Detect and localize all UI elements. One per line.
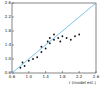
x-tick — [45, 71, 46, 73]
reference-line — [12, 3, 96, 73]
y-tick-label: 0.6 — [5, 70, 12, 75]
scatter-point — [47, 41, 49, 43]
scatter-point — [49, 42, 51, 44]
y-tick — [12, 17, 14, 18]
x-tick-label: 1.0 — [26, 74, 33, 79]
chart: 0.61.01.41.82.22.60.61.01.41.82.22.6r (m… — [0, 0, 100, 86]
chart-root: 0.61.01.41.82.22.60.61.01.41.82.22.6r (m… — [0, 0, 100, 86]
scatter-point — [41, 46, 43, 48]
x-tick-label: 1.4 — [42, 74, 49, 79]
scatter-point — [59, 41, 61, 43]
scatter-point — [36, 56, 38, 58]
x-tick-label: 1.8 — [59, 74, 66, 79]
scatter-point — [24, 65, 26, 67]
scatter-point — [20, 67, 22, 69]
y-tick-label: 1.4 — [5, 42, 12, 47]
x-tick — [96, 71, 97, 73]
scatter-point — [70, 39, 72, 41]
scatter-point — [32, 58, 34, 60]
scatter-point — [57, 37, 59, 39]
y-tick-label: 1.0 — [5, 56, 12, 61]
y-tick-label: 2.2 — [5, 14, 12, 19]
scatter-point — [41, 51, 43, 53]
y-tick — [12, 45, 14, 46]
y-tick-label: 1.8 — [5, 28, 12, 33]
scatter-point — [74, 35, 76, 37]
scatter-point — [66, 37, 68, 39]
scatter-point — [22, 62, 24, 64]
x-tick — [79, 71, 80, 73]
scatter-point — [62, 35, 64, 37]
scatter-point — [53, 34, 55, 36]
y-tick — [12, 31, 14, 32]
x-axis-label: r (model est.) — [69, 80, 97, 85]
scatter-point — [45, 48, 47, 50]
plot-marks — [12, 3, 96, 73]
y-tick-label: 2.6 — [5, 0, 12, 5]
scatter-point — [49, 37, 51, 39]
scatter-point — [28, 60, 30, 62]
x-tick-label: 2.2 — [76, 74, 83, 79]
x-tick-label: 2.6 — [93, 74, 100, 79]
y-tick — [12, 3, 14, 4]
x-tick — [62, 71, 63, 73]
scatter-point — [53, 39, 55, 41]
x-tick — [28, 71, 29, 73]
scatter-point — [78, 34, 80, 36]
plot-frame — [12, 3, 96, 73]
y-tick — [12, 59, 14, 60]
